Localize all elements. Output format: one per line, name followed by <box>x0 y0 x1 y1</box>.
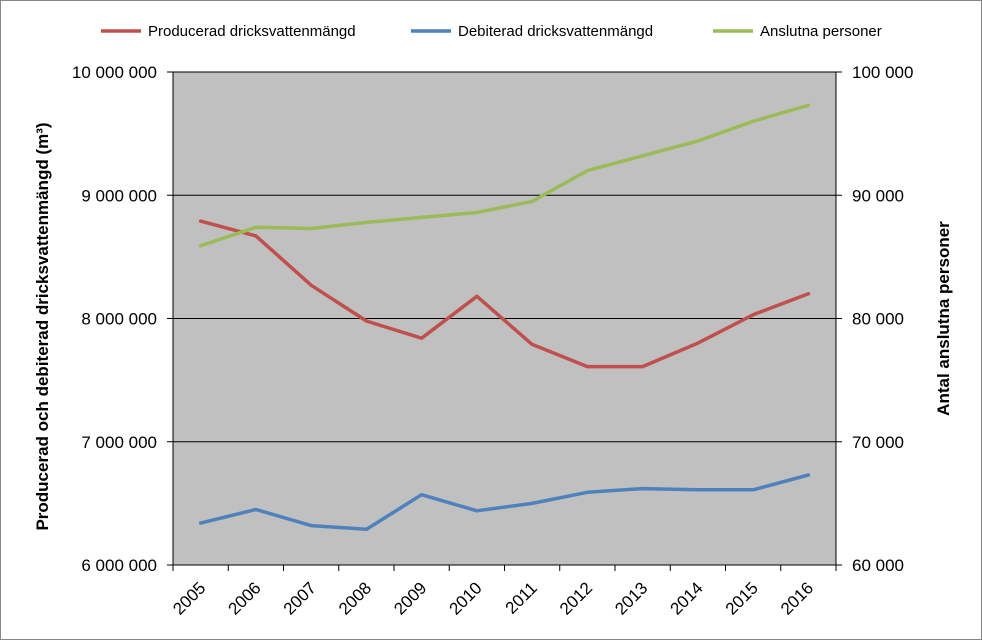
data-point <box>751 488 755 492</box>
legend-item: Debiterad dricksvattenmängd <box>411 23 653 40</box>
y-axis-right-title: Antal anslutna personer <box>934 221 953 416</box>
data-point <box>420 215 424 219</box>
data-point <box>585 365 589 369</box>
data-point <box>364 220 368 224</box>
data-point <box>641 487 645 491</box>
data-point <box>585 490 589 494</box>
legend-label: Debiterad dricksvattenmängd <box>458 23 653 40</box>
data-point <box>641 365 645 369</box>
y-axis-left-title: Producerad och debiterad dricksvattenmän… <box>33 122 52 530</box>
legend-label: Anslutna personer <box>760 23 882 40</box>
data-point <box>364 319 368 323</box>
x-tick-label: 2011 <box>502 578 541 617</box>
data-point <box>254 234 258 238</box>
data-point <box>420 336 424 340</box>
data-point <box>530 501 534 505</box>
series-line <box>198 103 811 248</box>
data-point <box>475 294 479 298</box>
x-tick-label: 2005 <box>169 578 209 618</box>
y-left-tick-label: 7 000 000 <box>81 433 157 452</box>
data-point <box>475 509 479 513</box>
data-point <box>420 493 424 497</box>
data-point <box>806 292 810 296</box>
data-point <box>696 139 700 143</box>
data-point <box>309 227 313 231</box>
x-tick-label: 2007 <box>280 578 320 618</box>
y-right-tick-label: 100 000 <box>852 63 913 82</box>
y-left-tick-label: 10 000 000 <box>72 63 157 82</box>
x-tick-label: 2014 <box>667 578 707 618</box>
legend-label: Producerad dricksvattenmängd <box>148 23 356 40</box>
y-right-tick-label: 70 000 <box>852 433 904 452</box>
data-point <box>530 199 534 203</box>
y-left-tick-label: 8 000 000 <box>81 310 157 329</box>
data-point <box>254 508 258 512</box>
data-point <box>254 225 258 229</box>
y-left-tick-label: 9 000 000 <box>81 186 157 205</box>
series-line <box>198 219 811 369</box>
data-point <box>199 219 203 223</box>
y-right-tick-label: 90 000 <box>852 186 904 205</box>
series-line <box>198 473 811 532</box>
x-tick-label: 2008 <box>335 578 375 618</box>
legend-item: Anslutna personer <box>713 23 882 40</box>
data-point <box>199 521 203 525</box>
data-point <box>364 527 368 531</box>
x-tick-label: 2010 <box>446 578 486 618</box>
x-tick-label: 2006 <box>225 578 265 618</box>
data-point <box>585 169 589 173</box>
x-tick-label: 2016 <box>777 578 817 618</box>
x-tick-label: 2013 <box>611 578 651 618</box>
data-point <box>751 313 755 317</box>
data-point <box>806 473 810 477</box>
data-point <box>199 244 203 248</box>
x-tick-label: 2015 <box>722 578 762 618</box>
y-right-tick-label: 60 000 <box>852 556 904 575</box>
data-point <box>751 119 755 123</box>
data-point <box>696 488 700 492</box>
data-point <box>696 341 700 345</box>
y-left-tick-label: 6 000 000 <box>81 556 157 575</box>
x-tick-label: 2012 <box>556 578 596 618</box>
x-tick-label: 2009 <box>390 578 430 618</box>
data-point <box>475 211 479 215</box>
data-point <box>530 342 534 346</box>
data-point <box>309 524 313 528</box>
data-point <box>806 103 810 107</box>
legend-item: Producerad dricksvattenmängd <box>101 23 356 40</box>
data-point <box>641 154 645 158</box>
data-point <box>309 283 313 287</box>
y-right-tick-label: 80 000 <box>852 310 904 329</box>
